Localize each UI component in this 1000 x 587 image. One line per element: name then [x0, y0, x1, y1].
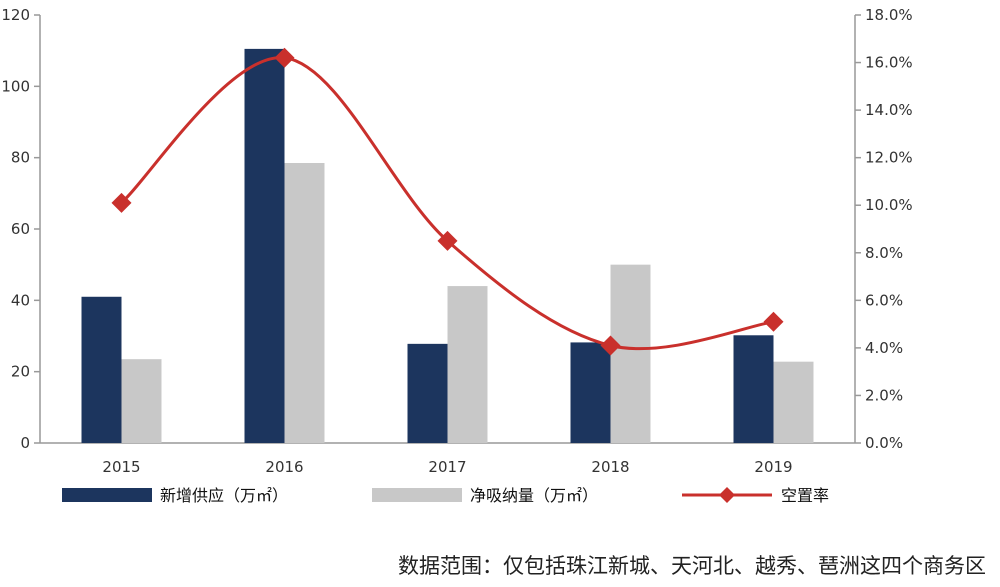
- bar: [773, 361, 814, 443]
- vacancy-point: [274, 47, 295, 68]
- legend-swatch-vacancy-marker: [719, 487, 735, 503]
- vacancy-curve: [120, 56, 774, 351]
- legend-label-supply: 新增供应（万㎡）: [160, 486, 288, 505]
- left-tick-label: 20: [11, 363, 30, 381]
- right-tick-label: 10.0%: [865, 196, 913, 214]
- right-axis: 0.0% 2.0% 4.0% 6.0% 8.0% 10.0% 12.0% 14.0% 16.0%…: [854, 6, 913, 452]
- bar: [570, 342, 611, 443]
- legend-label-vacancy: 空置率: [781, 486, 829, 505]
- right-tick-label: 18.0%: [865, 6, 913, 24]
- x-tick-label: 2017: [428, 458, 466, 476]
- legend: 新增供应（万㎡） 净吸纳量（万㎡） 空置率: [62, 486, 829, 505]
- vacancy-line: [111, 47, 784, 356]
- bar: [447, 286, 488, 443]
- data-scope-note: 数据范围：仅包括珠江新城、天河北、越秀、琶洲这四个商务区: [398, 554, 986, 578]
- right-tick-label: 16.0%: [865, 54, 913, 72]
- vacancy-point: [111, 192, 132, 213]
- right-tick-label: 2.0%: [865, 386, 903, 404]
- x-tick-label: 2018: [591, 458, 629, 476]
- bar: [244, 48, 285, 444]
- left-tick-label: 80: [11, 149, 30, 167]
- right-tick-label: 8.0%: [865, 244, 903, 262]
- left-tick-label: 100: [1, 77, 30, 95]
- right-tick-label: 14.0%: [865, 101, 913, 119]
- bar: [81, 296, 122, 443]
- vacancy-point: [763, 311, 784, 332]
- x-tick-label: 2016: [265, 458, 303, 476]
- left-axis: 0 20 40 60 80 100 120: [1, 6, 855, 452]
- right-tick-label: 0.0%: [865, 434, 903, 452]
- legend-label-absorption: 净吸纳量（万㎡）: [470, 486, 598, 505]
- left-tick-label: 60: [11, 220, 30, 238]
- legend-swatch-supply: [62, 488, 152, 502]
- vacancy-point: [437, 230, 458, 251]
- bar: [610, 264, 651, 443]
- bars: [81, 48, 814, 444]
- right-tick-label: 4.0%: [865, 339, 903, 357]
- x-axis: 2015 2016 2017 2018 2019: [102, 458, 792, 476]
- left-tick-label: 40: [11, 291, 30, 309]
- legend-swatch-absorption: [372, 488, 462, 502]
- left-tick-label: 120: [1, 6, 30, 24]
- bar: [121, 359, 162, 443]
- x-tick-label: 2019: [754, 458, 792, 476]
- right-tick-label: 6.0%: [865, 291, 903, 309]
- left-tick-label: 0: [20, 434, 30, 452]
- right-tick-label: 12.0%: [865, 149, 913, 167]
- x-tick-label: 2015: [102, 458, 140, 476]
- bar: [407, 343, 448, 443]
- bar: [284, 163, 325, 443]
- bar: [733, 335, 774, 443]
- vacancy-point: [600, 335, 621, 356]
